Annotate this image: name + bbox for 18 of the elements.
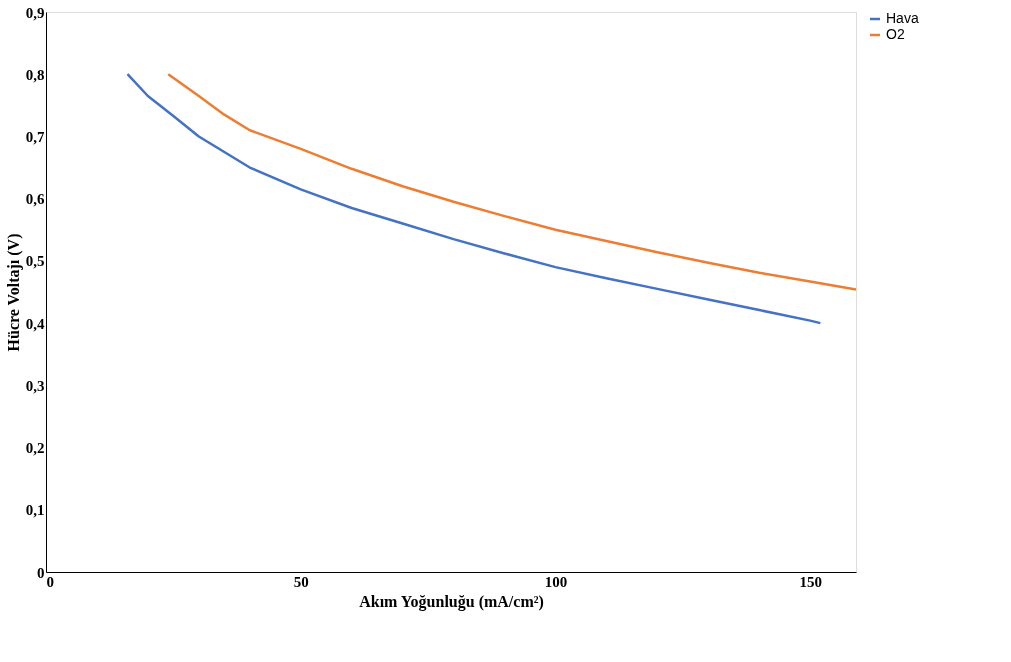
y-tick-label: 0,8 xyxy=(25,66,45,83)
y-tick-label: 0,9 xyxy=(25,4,45,21)
x-tick-label: 100 xyxy=(544,573,568,590)
line-series xyxy=(167,72,858,291)
y-tick-label: 0,7 xyxy=(25,128,45,145)
y-tick-label: 0,5 xyxy=(25,253,45,270)
legend-label: Hava xyxy=(886,10,919,26)
y-tick-label: 0,6 xyxy=(25,191,45,208)
y-tick-label: 0,2 xyxy=(25,440,45,457)
x-tick-label: 150 xyxy=(799,573,822,590)
y-tick-label: 0,4 xyxy=(25,315,45,332)
x-axis-title: Akım Yoğunluğu (mA/cm²) xyxy=(359,592,544,611)
y-tick-label: 0,1 xyxy=(25,502,45,519)
y-axis-title: Hücre Voltajı (V) xyxy=(4,233,23,352)
legend-label: O2 xyxy=(886,26,905,42)
y-tick-label: 0,3 xyxy=(25,377,45,394)
x-tick-label: 50 xyxy=(293,573,309,590)
line-series xyxy=(126,72,822,325)
